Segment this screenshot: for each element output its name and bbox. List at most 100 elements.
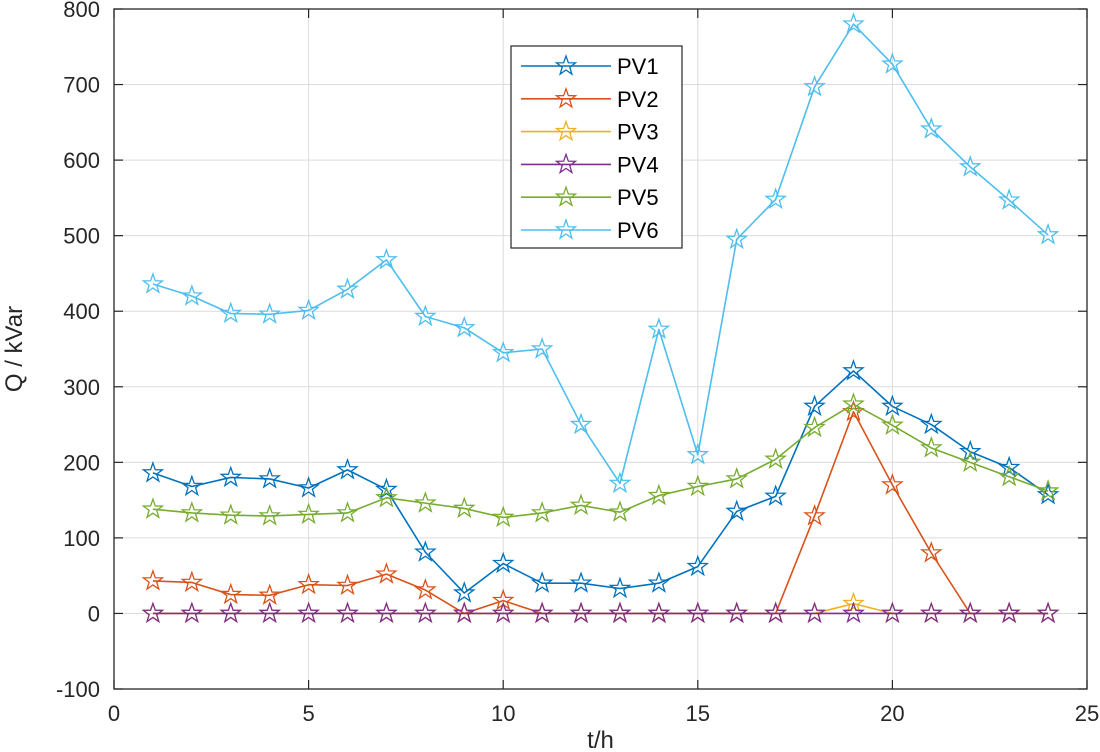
- x-tick-label: 15: [686, 701, 710, 726]
- plot-frame: [113, 8, 1088, 690]
- data-point-pv1: [530, 571, 554, 593]
- data-point-pv5: [180, 500, 204, 523]
- legend-marker: [554, 54, 578, 76]
- legend-marker: [554, 185, 578, 207]
- data-point-pv5: [491, 505, 515, 528]
- data-point-pv1: [919, 412, 943, 435]
- series-pv4: [141, 601, 1060, 624]
- legend-item-pv3: PV3: [521, 120, 659, 145]
- data-point-pv1: [725, 499, 749, 522]
- data-point-pv4: [608, 601, 632, 624]
- data-point-pv5: [219, 503, 243, 525]
- data-point-pv6: [647, 317, 671, 340]
- data-point-pv6: [141, 272, 165, 294]
- x-axis-label: t/h: [587, 727, 614, 752]
- series-layer: [141, 12, 1060, 624]
- data-point-pv6: [530, 337, 554, 359]
- series-pv5: [141, 392, 1060, 528]
- data-point-pv4: [219, 601, 243, 624]
- data-point-pv5: [258, 504, 282, 526]
- data-point-pv6: [725, 227, 749, 250]
- data-point-pv2: [141, 568, 165, 591]
- data-point-pv5: [919, 436, 943, 458]
- data-point-pv5: [686, 474, 710, 497]
- legend-item-pv4: PV4: [521, 152, 659, 177]
- data-point-pv5: [997, 464, 1021, 487]
- data-point-pv5: [530, 500, 554, 523]
- data-point-pv2: [180, 570, 204, 593]
- data-point-pv5: [608, 500, 632, 522]
- x-tick-label: 5: [302, 701, 314, 726]
- legend-marker: [554, 152, 578, 175]
- data-point-pv6: [452, 315, 476, 338]
- data-point-pv1: [647, 571, 671, 593]
- data-point-pv2: [297, 572, 320, 595]
- data-point-pv2: [258, 583, 282, 606]
- legend-label: PV1: [617, 54, 659, 79]
- y-tick-label: 300: [63, 375, 100, 400]
- data-point-pv6: [803, 74, 826, 97]
- y-tick-label: 0: [88, 601, 100, 626]
- data-point-pv6: [881, 52, 904, 74]
- data-point-pv6: [491, 340, 515, 363]
- data-point-pv4: [297, 601, 320, 624]
- data-point-pv4: [881, 601, 904, 624]
- y-tick-label: 200: [63, 450, 100, 475]
- data-point-pv5: [336, 500, 359, 523]
- data-point-pv4: [803, 601, 826, 624]
- data-point-pv6: [842, 12, 865, 34]
- data-point-pv5: [881, 413, 904, 436]
- data-point-pv4: [452, 601, 476, 624]
- data-point-pv2: [219, 582, 243, 605]
- y-tick-label: -100: [56, 677, 100, 702]
- data-point-pv1: [336, 457, 359, 480]
- legend-box: [510, 45, 683, 249]
- data-point-pv6: [1036, 222, 1060, 245]
- data-point-pv1: [569, 571, 593, 593]
- data-point-pv3: [842, 591, 865, 614]
- y-tick-label: 100: [63, 526, 100, 551]
- data-point-pv4: [1036, 601, 1060, 624]
- legend-item-pv2: PV2: [521, 87, 659, 112]
- data-point-pv5: [413, 491, 437, 513]
- data-point-pv6: [336, 277, 359, 300]
- data-point-pv4: [336, 601, 359, 624]
- data-point-pv4: [647, 601, 671, 624]
- y-tick-label: 800: [63, 0, 100, 22]
- data-point-pv2: [881, 473, 904, 495]
- data-point-pv1: [258, 466, 282, 489]
- data-point-pv5: [297, 502, 320, 525]
- legend-marker: [554, 119, 578, 142]
- data-point-pv6: [958, 154, 982, 177]
- y-tick-label: 700: [63, 73, 100, 98]
- data-point-pv1: [997, 455, 1021, 478]
- data-point-pv5: [452, 496, 476, 519]
- data-point-pv1: [297, 476, 320, 498]
- legend-item-pv1: PV1: [521, 54, 659, 79]
- data-point-pv1: [375, 477, 398, 500]
- data-point-pv5: [803, 415, 826, 438]
- data-point-pv5: [141, 497, 165, 519]
- data-point-pv4: [413, 601, 437, 624]
- data-point-pv4: [141, 601, 165, 624]
- data-point-pv6: [686, 442, 710, 465]
- data-point-pv6: [375, 247, 398, 270]
- data-point-pv1: [413, 540, 437, 562]
- data-point-pv6: [764, 187, 788, 210]
- data-point-pv1: [491, 551, 515, 574]
- legend-marker: [554, 86, 578, 109]
- data-point-pv2: [413, 578, 437, 600]
- data-point-pv1: [141, 460, 165, 483]
- data-point-pv4: [530, 601, 554, 624]
- legend-label: PV3: [617, 120, 659, 145]
- data-point-pv4: [764, 601, 788, 624]
- y-tick-label: 400: [63, 299, 100, 324]
- data-point-pv6: [180, 284, 204, 306]
- data-point-pv1: [180, 474, 204, 497]
- data-point-pv4: [180, 601, 204, 624]
- data-point-pv1: [842, 358, 865, 381]
- data-point-pv6: [569, 412, 593, 435]
- data-point-pv1: [881, 394, 904, 417]
- data-point-pv4: [842, 601, 865, 624]
